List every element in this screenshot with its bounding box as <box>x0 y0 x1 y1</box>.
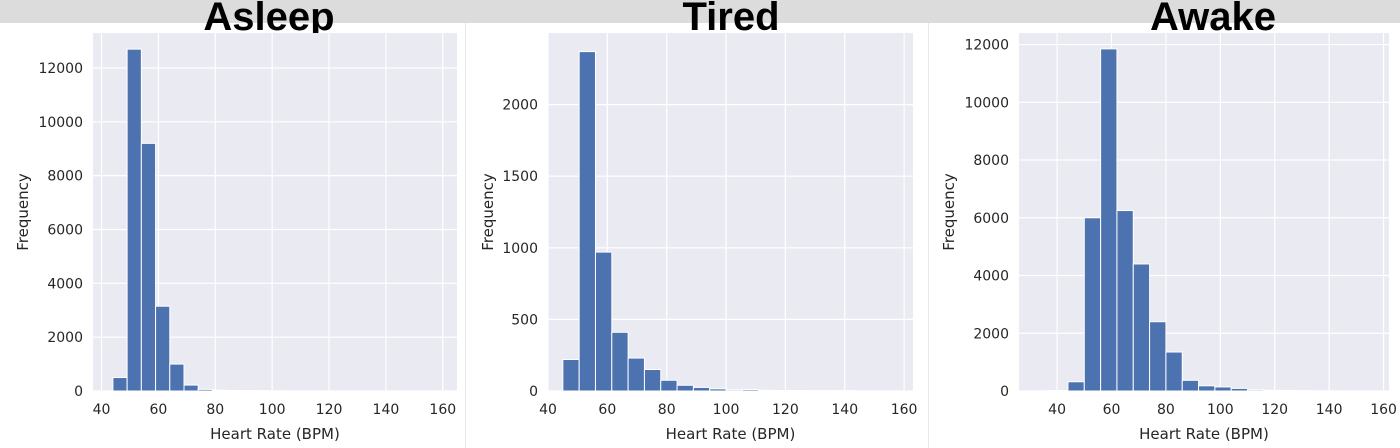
histogram-bar <box>758 389 776 392</box>
histogram-asleep: 40 60 80 100 120 140 160 0 2000 4000 6000 8000 10000… <box>14 33 457 443</box>
x-tick-label: 120 <box>316 402 343 418</box>
histogram-bar <box>1230 387 1249 392</box>
x-tick-label: 140 <box>373 402 400 418</box>
y-tick-label: 2000 <box>973 326 1009 342</box>
histogram-bar <box>1067 381 1085 392</box>
y-tick-label: 6000 <box>47 222 83 238</box>
plot-area-awake <box>1019 33 1389 391</box>
histogram-awake: 40 60 80 100 120 140 160 0 2000 4000 6000 8000 10000… <box>940 33 1397 443</box>
x-axis-label: Heart Rate (BPM) <box>666 425 796 443</box>
x-tick-label: 40 <box>93 402 111 418</box>
y-tick-label: 1500 <box>502 169 538 185</box>
x-tick-label: 40 <box>1048 402 1066 418</box>
x-tick-label: 80 <box>658 402 676 418</box>
histogram-bar <box>126 48 142 392</box>
x-tick-label: 60 <box>598 402 616 418</box>
x-tick-label: 140 <box>831 402 858 418</box>
x-tick-label: 60 <box>1103 402 1121 418</box>
histogram-bar <box>197 388 213 392</box>
y-tick-label: 10000 <box>964 95 1009 111</box>
x-tick-label: 120 <box>772 402 799 418</box>
histogram-bar <box>183 384 199 392</box>
panel-divider <box>465 23 466 448</box>
histogram-bar <box>112 377 128 392</box>
y-tick-label: 4000 <box>973 269 1009 285</box>
histogram-bar <box>611 331 629 392</box>
histogram-bar <box>594 251 613 392</box>
histogram-bar <box>1181 379 1200 392</box>
x-tick-label: 80 <box>1157 402 1175 418</box>
y-tick-label: 12000 <box>964 38 1009 54</box>
histogram-bar <box>709 388 727 392</box>
histogram-bar <box>1116 210 1134 392</box>
panel-divider <box>928 23 929 448</box>
histogram-bar <box>1132 263 1151 392</box>
x-tick-label: 100 <box>259 402 286 418</box>
x-tick-label: 140 <box>1316 402 1343 418</box>
histogram-bar <box>725 389 743 392</box>
y-tick-label: 4000 <box>47 276 83 292</box>
x-tick-label: 60 <box>149 402 167 418</box>
x-tick-label: 160 <box>429 402 456 418</box>
y-tick-label: 0 <box>74 384 83 400</box>
histogram-tired: 40 60 80 100 120 140 160 0 500 1000 1500 2000 Heart … <box>479 33 917 443</box>
y-axis-label: Frequency <box>14 173 32 251</box>
histogram-bar <box>1214 386 1232 392</box>
y-tick-label: 6000 <box>973 211 1009 227</box>
title-bar <box>0 0 1400 23</box>
y-tick-label: 12000 <box>38 61 83 77</box>
y-tick-label: 8000 <box>47 169 83 185</box>
histogram-bar <box>169 363 185 392</box>
x-tick-label: 100 <box>1207 402 1234 418</box>
x-tick-label: 40 <box>539 402 557 418</box>
y-tick-label: 2000 <box>502 98 538 114</box>
x-tick-label: 120 <box>1261 402 1288 418</box>
histogram-bar <box>692 386 711 392</box>
histogram-bar <box>1247 389 1265 392</box>
histogram-bar <box>627 357 645 392</box>
histogram-bar <box>211 389 228 392</box>
histogram-bar <box>660 379 678 392</box>
histogram-bar <box>741 389 760 392</box>
x-tick-label: 80 <box>206 402 224 418</box>
y-tick-label: 8000 <box>973 153 1009 169</box>
y-tick-label: 0 <box>529 384 538 400</box>
y-tick-label: 0 <box>1000 384 1009 400</box>
x-tick-label: 160 <box>1370 402 1397 418</box>
histogram-bar <box>643 369 662 392</box>
x-tick-label: 100 <box>713 402 740 418</box>
histogram-bar <box>1083 217 1102 392</box>
histogram-bar <box>1198 385 1216 392</box>
y-axis-label: Frequency <box>479 173 497 251</box>
y-tick-label: 500 <box>511 312 538 328</box>
chart-title-asleep: Asleep <box>203 0 335 39</box>
chart-title-awake: Awake <box>1149 0 1277 39</box>
y-axis-label: Frequency <box>940 173 958 251</box>
chart-title-tired: Tired <box>682 0 780 39</box>
x-tick-label: 160 <box>891 402 918 418</box>
histogram-bar <box>578 51 596 392</box>
histogram-bar <box>1165 351 1183 392</box>
histogram-bar <box>140 142 157 392</box>
y-tick-label: 10000 <box>38 115 83 131</box>
y-tick-label: 1000 <box>502 241 538 257</box>
histogram-bar <box>562 358 580 392</box>
x-axis-label: Heart Rate (BPM) <box>210 425 340 443</box>
x-axis-label: Heart Rate (BPM) <box>1139 425 1269 443</box>
y-tick-label: 2000 <box>47 330 83 346</box>
histogram-bar <box>155 305 171 392</box>
histogram-bar <box>226 389 242 392</box>
histogram-bar <box>1263 389 1281 392</box>
histogram-bar <box>1100 48 1118 392</box>
histogram-bar <box>676 384 694 392</box>
histogram-bar <box>1279 389 1298 392</box>
histogram-bar <box>1149 321 1167 392</box>
